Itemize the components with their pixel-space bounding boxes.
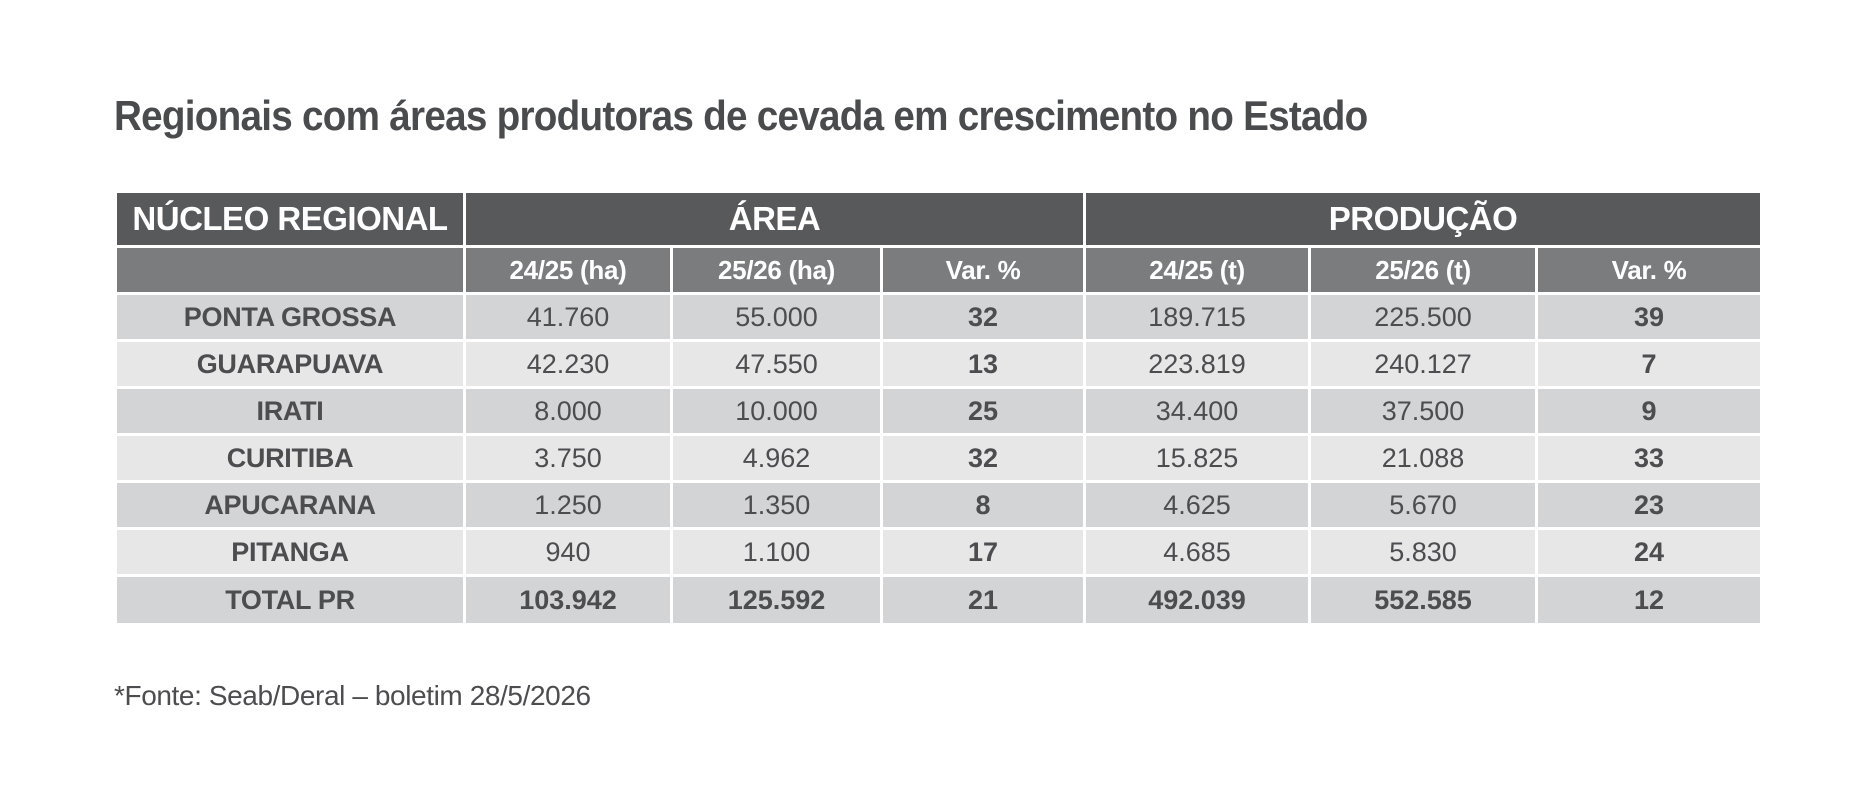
area-2526-cell: 1.100 <box>670 527 883 577</box>
header-production: PRODUÇÃO <box>1083 190 1764 248</box>
prod-2425-cell: 4.625 <box>1083 480 1312 530</box>
table-row: PITANGA 940 1.100 17 4.685 5.830 24 <box>114 527 1764 577</box>
region-cell: GUARAPUAVA <box>114 339 466 389</box>
prod-2425-cell: 15.825 <box>1083 433 1312 483</box>
region-cell: CURITIBA <box>114 433 466 483</box>
prod-2526-cell: 240.127 <box>1308 339 1539 389</box>
header-region: NÚCLEO REGIONAL <box>114 190 466 248</box>
prod-2425-cell: 4.685 <box>1083 527 1312 577</box>
area-2425-cell: 41.760 <box>463 292 673 342</box>
prod-2425-cell: 189.715 <box>1083 292 1312 342</box>
subheader-area-2425: 24/25 (ha) <box>463 245 673 295</box>
total-area-var-cell: 21 <box>879 574 1087 626</box>
subheader-area-2526: 25/26 (ha) <box>670 245 883 295</box>
region-cell: PONTA GROSSA <box>114 292 466 342</box>
region-cell: PITANGA <box>114 527 466 577</box>
prod-var-cell: 24 <box>1535 527 1764 577</box>
area-2425-cell: 940 <box>463 527 673 577</box>
total-row: TOTAL PR 103.942 125.592 21 492.039 552.… <box>114 574 1764 626</box>
table-row: GUARAPUAVA 42.230 47.550 13 223.819 240.… <box>114 339 1764 389</box>
area-2425-cell: 1.250 <box>463 480 673 530</box>
subheader-prod-2526: 25/26 (t) <box>1308 245 1539 295</box>
prod-2526-cell: 225.500 <box>1308 292 1539 342</box>
prod-var-cell: 7 <box>1535 339 1764 389</box>
area-2526-cell: 55.000 <box>670 292 883 342</box>
table-title: Regionais com áreas produtoras de cevada… <box>114 92 1368 139</box>
total-prod-var-cell: 12 <box>1535 574 1764 626</box>
area-2425-cell: 3.750 <box>463 433 673 483</box>
area-2526-cell: 47.550 <box>670 339 883 389</box>
prod-var-cell: 33 <box>1535 433 1764 483</box>
total-prod-2425-cell: 492.039 <box>1083 574 1312 626</box>
area-var-cell: 32 <box>879 433 1087 483</box>
table-row: CURITIBA 3.750 4.962 32 15.825 21.088 33 <box>114 433 1764 483</box>
prod-2425-cell: 34.400 <box>1083 386 1312 436</box>
subheader-region <box>114 245 466 295</box>
prod-var-cell: 23 <box>1535 480 1764 530</box>
table-row: APUCARANA 1.250 1.350 8 4.625 5.670 23 <box>114 480 1764 530</box>
total-area-2526-cell: 125.592 <box>670 574 883 626</box>
area-var-cell: 13 <box>879 339 1087 389</box>
prod-2526-cell: 37.500 <box>1308 386 1539 436</box>
source-note: *Fonte: Seab/Deral – boletim 28/5/2026 <box>114 680 591 711</box>
table-row: PONTA GROSSA 41.760 55.000 32 189.715 22… <box>114 292 1764 342</box>
area-var-cell: 25 <box>879 386 1087 436</box>
sub-header-row: 24/25 (ha) 25/26 (ha) Var. % 24/25 (t) 2… <box>114 245 1764 295</box>
subheader-prod-var: Var. % <box>1535 245 1764 295</box>
prod-var-cell: 39 <box>1535 292 1764 342</box>
area-2526-cell: 10.000 <box>670 386 883 436</box>
area-var-cell: 8 <box>879 480 1087 530</box>
subheader-area-var: Var. % <box>879 245 1087 295</box>
barley-production-table: NÚCLEO REGIONAL ÁREA PRODUÇÃO 24/25 (ha)… <box>114 190 1764 626</box>
prod-2526-cell: 5.830 <box>1308 527 1539 577</box>
prod-var-cell: 9 <box>1535 386 1764 436</box>
region-cell: APUCARANA <box>114 480 466 530</box>
total-region-cell: TOTAL PR <box>114 574 466 626</box>
prod-2425-cell: 223.819 <box>1083 339 1312 389</box>
subheader-prod-2425: 24/25 (t) <box>1083 245 1312 295</box>
area-var-cell: 32 <box>879 292 1087 342</box>
area-2425-cell: 8.000 <box>463 386 673 436</box>
total-prod-2526-cell: 552.585 <box>1308 574 1539 626</box>
prod-2526-cell: 5.670 <box>1308 480 1539 530</box>
prod-2526-cell: 21.088 <box>1308 433 1539 483</box>
area-2526-cell: 4.962 <box>670 433 883 483</box>
area-2425-cell: 42.230 <box>463 339 673 389</box>
area-2526-cell: 1.350 <box>670 480 883 530</box>
total-area-2425-cell: 103.942 <box>463 574 673 626</box>
header-area: ÁREA <box>462 190 1087 248</box>
group-header-row: NÚCLEO REGIONAL ÁREA PRODUÇÃO <box>114 190 1764 248</box>
region-cell: IRATI <box>114 386 466 436</box>
table-row: IRATI 8.000 10.000 25 34.400 37.500 9 <box>114 386 1764 436</box>
area-var-cell: 17 <box>879 527 1087 577</box>
